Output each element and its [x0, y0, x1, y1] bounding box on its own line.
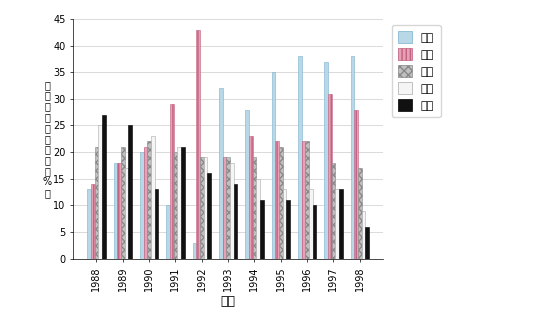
Bar: [166, 205, 170, 259]
Bar: [350, 56, 354, 259]
Bar: [233, 184, 237, 259]
Bar: [361, 211, 365, 259]
Bar: [204, 157, 207, 259]
Bar: [140, 152, 144, 259]
Y-axis label: 佔
河
段
數
目
百
分
比
（
%
）: 佔 河 段 數 目 百 分 比 （ % ）: [43, 80, 52, 198]
Bar: [193, 243, 196, 259]
Bar: [256, 179, 260, 259]
Bar: [249, 136, 252, 259]
Bar: [226, 157, 230, 259]
Bar: [286, 200, 290, 259]
Bar: [125, 168, 128, 259]
Bar: [200, 157, 204, 259]
Bar: [98, 125, 102, 259]
Bar: [230, 163, 233, 259]
Bar: [207, 173, 211, 259]
Bar: [155, 189, 158, 259]
Bar: [312, 205, 316, 259]
Bar: [151, 136, 155, 259]
Bar: [275, 141, 279, 259]
Bar: [309, 189, 312, 259]
Bar: [339, 189, 343, 259]
Bar: [271, 72, 275, 259]
Bar: [87, 189, 91, 259]
Bar: [260, 200, 263, 259]
Bar: [279, 147, 282, 259]
Bar: [245, 109, 249, 259]
Bar: [365, 227, 369, 259]
Bar: [328, 94, 331, 259]
Bar: [305, 141, 309, 259]
Bar: [174, 152, 177, 259]
Bar: [331, 163, 335, 259]
Bar: [324, 62, 328, 259]
Bar: [223, 157, 226, 259]
Bar: [196, 30, 200, 259]
Bar: [170, 104, 174, 259]
Bar: [91, 184, 95, 259]
Bar: [102, 115, 106, 259]
Bar: [144, 147, 147, 259]
Bar: [128, 125, 132, 259]
Bar: [358, 168, 361, 259]
Bar: [301, 141, 305, 259]
Bar: [219, 88, 223, 259]
Bar: [252, 157, 256, 259]
X-axis label: 年份: 年份: [221, 295, 236, 308]
Bar: [354, 109, 358, 259]
Bar: [117, 163, 121, 259]
Bar: [177, 147, 181, 259]
Bar: [114, 163, 117, 259]
Legend: 极佳, 良好, 一般, 欠佳, 极差: 极佳, 良好, 一般, 欠佳, 极差: [392, 25, 441, 117]
Bar: [282, 189, 286, 259]
Bar: [147, 141, 151, 259]
Bar: [95, 147, 98, 259]
Bar: [335, 189, 339, 259]
Bar: [181, 147, 184, 259]
Bar: [121, 147, 125, 259]
Bar: [298, 56, 301, 259]
